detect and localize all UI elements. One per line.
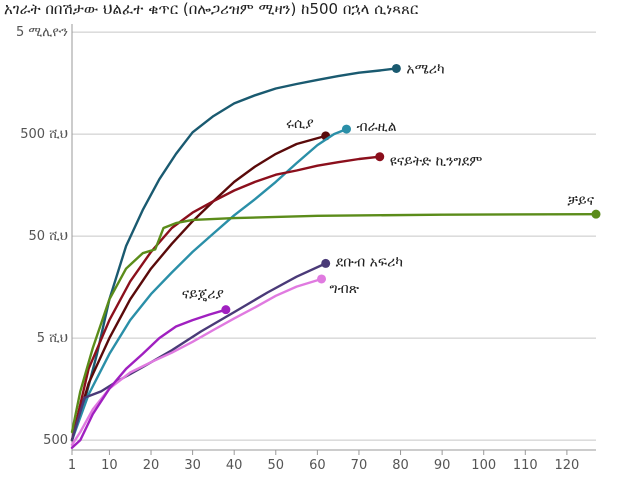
series-line: [70, 262, 327, 442]
series-label: ዩናይትድ ኪንግደም: [390, 154, 483, 170]
x-tick-label: 120: [554, 458, 579, 473]
series-label: አሜሪካ: [406, 61, 444, 77]
series-end-point: [591, 209, 601, 219]
series-end-point: [341, 124, 351, 134]
x-tick-label: 40: [226, 458, 243, 473]
series-labels: አሜሪካ ሩሲያ ብራዚል ዩናይትድ ኪንግደም ቻይና ደቡብ አፍሪካ ግብጽ ናይጄሪ…: [182, 61, 595, 302]
series-end-point: [317, 274, 327, 284]
y-tick-label: 5 ሚሊዮን: [16, 25, 68, 40]
series-label: ቻይና: [567, 193, 594, 209]
x-tick-label: 110: [513, 458, 538, 473]
y-tick-label: 500: [43, 433, 68, 448]
series-line: [70, 127, 348, 442]
x-tick-label: 10: [101, 458, 118, 473]
y-tick-label: 500 ሺህ: [20, 127, 68, 142]
x-tick-label: 30: [184, 458, 201, 473]
series-end-point: [221, 305, 231, 315]
chart-title: አገራት በበሽታው ህልፈተ ቁጥር (በሎጋሪዝም ሚዛን) ከ500 በኋ…: [4, 0, 419, 18]
x-tick-label: 60: [309, 458, 326, 473]
series-lines: [70, 63, 601, 449]
series-label: ደቡብ አፍሪካ: [336, 254, 403, 270]
series-end-point: [321, 258, 331, 268]
x-tick-label: 80: [392, 458, 409, 473]
y-tick-label: 50 ሺህ: [29, 229, 69, 244]
series-end-point: [375, 152, 385, 162]
x-tick-label: 100: [471, 458, 496, 473]
x-tick-label: 90: [434, 458, 451, 473]
series-label: ብራዚል: [356, 119, 396, 135]
series-label: ሩሲያ: [286, 116, 314, 132]
series-line: [70, 277, 323, 446]
grid-lines: [72, 31, 596, 441]
x-tick-label: 1: [68, 458, 76, 473]
y-tick-label: 5 ሺህ: [37, 331, 68, 346]
series-line: [70, 213, 598, 434]
x-tick-label: 20: [143, 458, 160, 473]
series-line: [70, 134, 327, 442]
series-line: [70, 308, 228, 449]
x-tick-label: 50: [268, 458, 285, 473]
series-label: ናይጄሪያ: [182, 287, 224, 303]
series-end-point: [391, 63, 401, 73]
series-line: [70, 155, 381, 442]
x-tick-label: 70: [351, 458, 368, 473]
series-label: ግብጽ: [330, 281, 360, 297]
